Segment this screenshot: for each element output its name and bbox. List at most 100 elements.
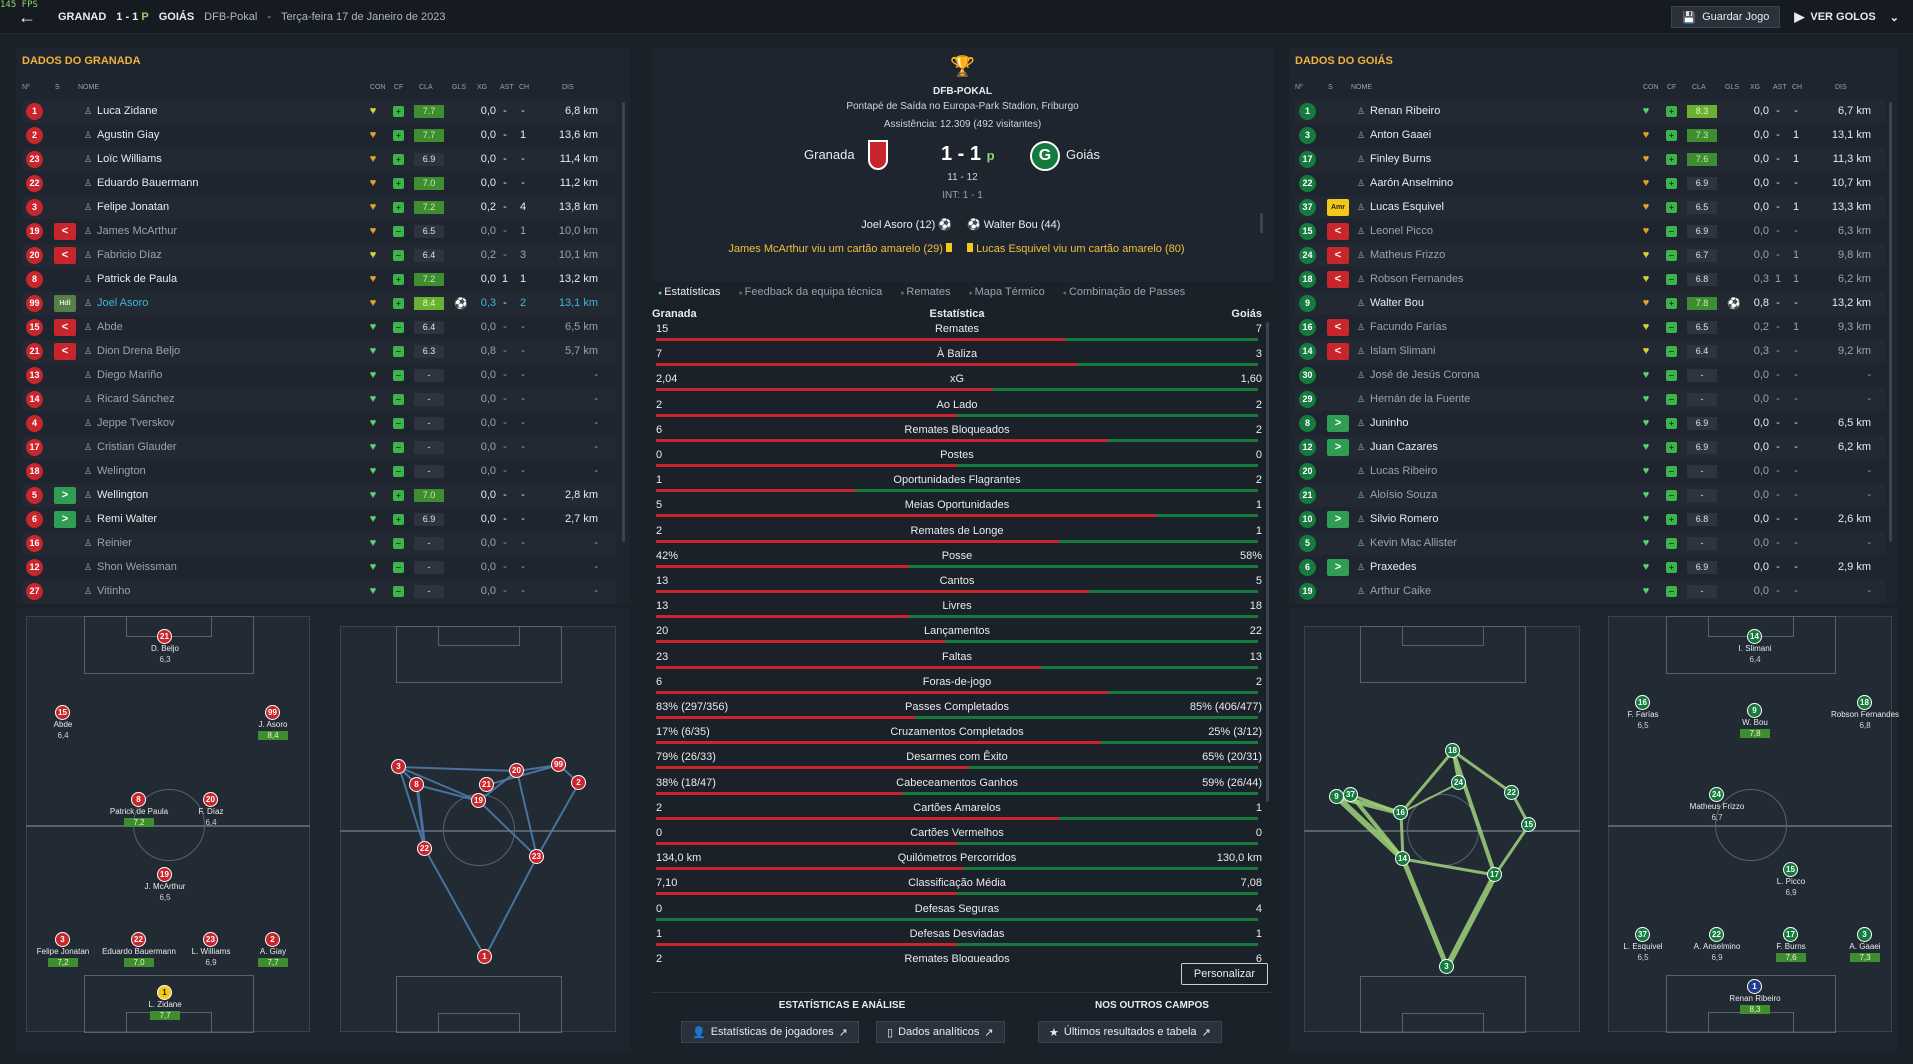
player-name[interactable]: Wellington bbox=[97, 489, 149, 501]
player-row[interactable]: 12 > ♙ Juan Cazares ♥ +6.9 0,0- -6,2 km bbox=[1295, 436, 1885, 459]
player-row[interactable]: 18 ♙ Welington ♥ ‒ -0,0- - - bbox=[22, 460, 616, 483]
formation-player[interactable]: 23 bbox=[203, 932, 218, 947]
column-header[interactable]: CLA bbox=[419, 84, 433, 91]
formation-player[interactable]: 22 bbox=[1709, 927, 1724, 942]
column-header[interactable]: DIS bbox=[1835, 84, 1847, 91]
player-row[interactable]: 37 Amr ♙ Lucas Esquivel ♥ +6.5 0,0-1 13,3 km bbox=[1295, 196, 1885, 219]
formation-player[interactable]: 99 bbox=[265, 705, 280, 720]
player-name[interactable]: Abde bbox=[97, 321, 123, 333]
formation-player[interactable]: 1 bbox=[157, 985, 172, 1000]
player-name[interactable]: Dion Drena Beljo bbox=[97, 345, 181, 357]
player-name[interactable]: Matheus Frizzo bbox=[1370, 249, 1446, 261]
pass-map-player[interactable]: 9 bbox=[1329, 789, 1344, 804]
column-header[interactable]: S bbox=[1328, 84, 1333, 91]
player-name[interactable]: Joel Asoro bbox=[97, 297, 149, 309]
column-header[interactable]: Nº bbox=[1295, 84, 1303, 91]
formation-player[interactable]: 21 bbox=[157, 629, 172, 644]
formation-player[interactable]: 9 bbox=[1747, 703, 1762, 718]
player-row[interactable]: 27 ♙ Vitinho ♥ ‒ -0,0- - - bbox=[22, 580, 616, 603]
player-row[interactable]: 3 ♙ Felipe Jonatan ♥ +7.2 0,2-4 13,8 km bbox=[22, 196, 616, 219]
player-name[interactable]: Leonel Picco bbox=[1370, 225, 1433, 237]
column-header[interactable]: CLA bbox=[1692, 84, 1706, 91]
view-goals-button[interactable]: ▶ VER GOLOS ⌄ bbox=[1794, 9, 1899, 25]
player-name[interactable]: Praxedes bbox=[1370, 561, 1417, 573]
player-row[interactable]: 19 ♙ Arthur Caike ♥ ‒ -0,0- - - bbox=[1295, 580, 1885, 603]
pass-map-player[interactable]: 15 bbox=[1521, 817, 1536, 832]
player-name[interactable]: Remi Walter bbox=[97, 513, 158, 525]
player-name[interactable]: Vitinho bbox=[97, 585, 131, 597]
column-header[interactable]: CON bbox=[370, 84, 386, 91]
pass-map-player[interactable]: 19 bbox=[471, 793, 486, 808]
player-name[interactable]: Walter Bou bbox=[1370, 297, 1425, 309]
pass-map-player[interactable]: 37 bbox=[1343, 787, 1358, 802]
player-row[interactable]: 29 ♙ Hernán de la Fuente ♥ ‒ -0,0- - - bbox=[1295, 388, 1885, 411]
events-scrollbar[interactable] bbox=[1260, 213, 1263, 233]
player-name[interactable]: Aloísio Souza bbox=[1370, 489, 1438, 501]
formation-player[interactable]: 3 bbox=[1857, 927, 1872, 942]
formation-player[interactable]: 20 bbox=[203, 792, 218, 807]
pass-map-player[interactable]: 1 bbox=[477, 949, 492, 964]
player-row[interactable]: 16 ♙ Reinier ♥ ‒ -0,0- - - bbox=[22, 532, 616, 555]
player-name[interactable]: José de Jesús Corona bbox=[1370, 369, 1480, 381]
tab-2[interactable]: ● Remates bbox=[900, 286, 950, 302]
player-name[interactable]: Ricard Sánchez bbox=[97, 393, 175, 405]
pass-map-player[interactable]: 22 bbox=[1504, 785, 1519, 800]
player-name[interactable]: Arthur Caike bbox=[1370, 585, 1432, 597]
player-name[interactable]: Hernán de la Fuente bbox=[1370, 393, 1471, 405]
formation-player[interactable]: 37 bbox=[1635, 927, 1650, 942]
stats-scrollbar[interactable] bbox=[1266, 322, 1269, 802]
player-name[interactable]: Juninho bbox=[1370, 417, 1409, 429]
column-header[interactable]: NOME bbox=[1351, 84, 1372, 91]
player-row[interactable]: 2 ♙ Agustin Giay ♥ +7.7 0,0-1 13,6 km bbox=[22, 124, 616, 147]
player-name[interactable]: Robson Fernandes bbox=[1370, 273, 1464, 285]
column-header[interactable]: CF bbox=[1667, 84, 1677, 91]
player-row[interactable]: 6 > ♙ Remi Walter ♥ +6.9 0,0- -2,7 km bbox=[22, 508, 616, 531]
player-row[interactable]: 5 ♙ Kevin Mac Allister ♥ ‒ -0,0- - - bbox=[1295, 532, 1885, 555]
player-name[interactable]: Diego Mariño bbox=[97, 369, 163, 381]
pass-map-player[interactable]: 14 bbox=[1395, 851, 1410, 866]
formation-player[interactable]: 18 bbox=[1857, 695, 1872, 710]
player-row[interactable]: 9 ♙ Walter Bou ♥ +7.8 ⚽ 0,8- -13,2 km bbox=[1295, 292, 1885, 315]
player-name[interactable]: Finley Burns bbox=[1370, 153, 1432, 165]
player-row[interactable]: 15 < ♙ Abde ♥ ‒ 6.4 0,0- -6,5 km bbox=[22, 316, 616, 339]
player-row[interactable]: 20 ♙ Lucas Ribeiro ♥ ‒ -0,0- - - bbox=[1295, 460, 1885, 483]
player-row[interactable]: 8 > ♙ Juninho ♥ +6.9 0,0- -6,5 km bbox=[1295, 412, 1885, 435]
pass-map-player[interactable]: 22 bbox=[417, 841, 432, 856]
player-row[interactable]: 22 ♙ Aarón Anselmino ♥ +6.9 0,0- -10,7 km bbox=[1295, 172, 1885, 195]
pass-map-player[interactable]: 17 bbox=[1487, 867, 1502, 882]
player-row[interactable]: 12 ♙ Shon Weissman ♥ ‒ -0,0- - - bbox=[22, 556, 616, 579]
player-name[interactable]: Kevin Mac Allister bbox=[1370, 537, 1457, 549]
player-row[interactable]: 10 > ♙ Silvio Romero ♥ +6.8 0,0- -2,6 km bbox=[1295, 508, 1885, 531]
column-header[interactable]: CON bbox=[1643, 84, 1659, 91]
player-row[interactable]: 13 ♙ Diego Mariño ♥ ‒ -0,0- - - bbox=[22, 364, 616, 387]
player-row[interactable]: 16 < ♙ Facundo Farías ♥ ‒ 6.5 0,2-1 9,3 km bbox=[1295, 316, 1885, 339]
player-row[interactable]: 14 ♙ Ricard Sánchez ♥ ‒ -0,0- - - bbox=[22, 388, 616, 411]
formation-player[interactable]: 14 bbox=[1747, 629, 1762, 644]
personalize-button[interactable]: Personalizar bbox=[1181, 963, 1268, 985]
player-name[interactable]: Patrick de Paula bbox=[97, 273, 178, 285]
column-header[interactable]: XG bbox=[1750, 84, 1761, 91]
formation-player[interactable]: 3 bbox=[55, 932, 70, 947]
player-name[interactable]: Lucas Esquivel bbox=[1370, 201, 1444, 213]
pass-map-player[interactable]: 99 bbox=[551, 757, 566, 772]
player-name[interactable]: Felipe Jonatan bbox=[97, 201, 170, 213]
column-header[interactable]: S bbox=[55, 84, 60, 91]
away-table-scrollbar[interactable] bbox=[1889, 102, 1892, 542]
player-row[interactable]: 24 < ♙ Matheus Frizzo ♥ ‒ 6.7 0,0-1 9,8 km bbox=[1295, 244, 1885, 267]
player-name[interactable]: Juan Cazares bbox=[1370, 441, 1438, 453]
formation-player[interactable]: 17 bbox=[1783, 927, 1798, 942]
player-row[interactable]: 15 < ♙ Leonel Picco ♥ ‒ 6.9 0,0- -6,3 km bbox=[1295, 220, 1885, 243]
player-row[interactable]: 99 Hdl ♙ Joel Asoro ♥ +8.4 ⚽ 0,3-2 13,1 km bbox=[22, 292, 616, 315]
pass-map-player[interactable]: 8 bbox=[409, 777, 424, 792]
player-row[interactable]: 18 < ♙ Robson Fernandes ♥ ‒ 6.8 0,3 1 1 6,2 km bbox=[1295, 268, 1885, 291]
column-header[interactable]: GLS bbox=[452, 84, 467, 91]
player-row[interactable]: 21 ♙ Aloísio Souza ♥ ‒ -0,0- - - bbox=[1295, 484, 1885, 507]
pass-map-player[interactable]: 3 bbox=[391, 759, 406, 774]
tab-4[interactable]: ● Combinação de Passes bbox=[1063, 286, 1185, 302]
column-header[interactable]: Nº bbox=[22, 84, 30, 91]
player-name[interactable]: Shon Weissman bbox=[97, 561, 177, 573]
formation-player[interactable]: 16 bbox=[1635, 695, 1650, 710]
column-header[interactable]: GLS bbox=[1725, 84, 1740, 91]
column-header[interactable]: CH bbox=[1792, 84, 1803, 91]
home-table-scrollbar[interactable] bbox=[622, 102, 625, 542]
